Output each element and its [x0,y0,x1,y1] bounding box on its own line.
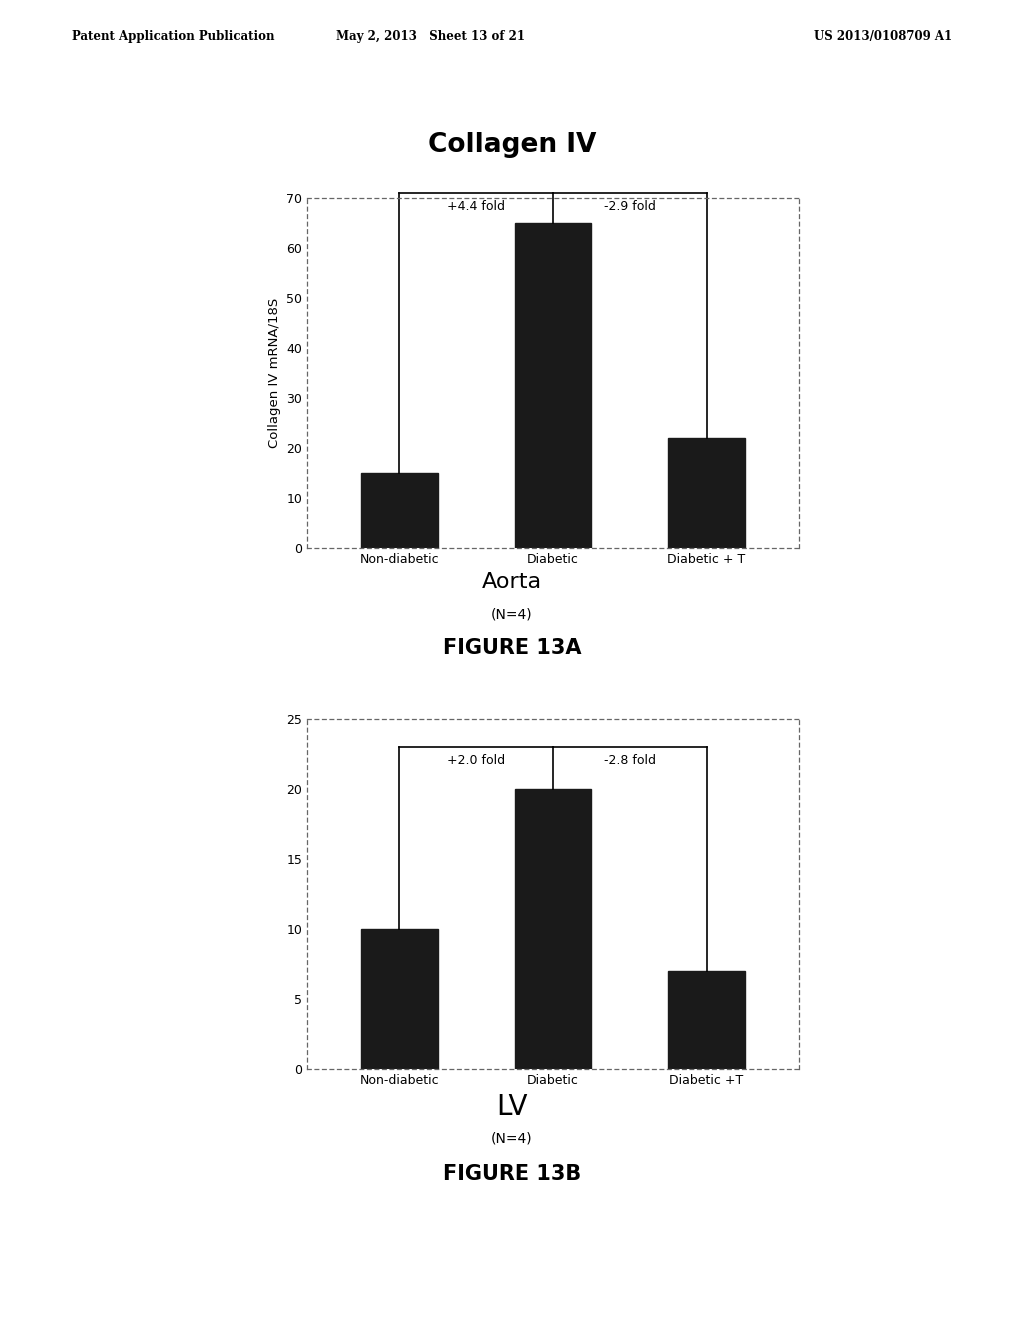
Bar [361,473,438,548]
Bar [515,789,592,1069]
Y-axis label: Collagen IV mRNA/18S: Collagen IV mRNA/18S [268,298,281,447]
Text: LV: LV [497,1093,527,1121]
Text: May 2, 2013   Sheet 13 of 21: May 2, 2013 Sheet 13 of 21 [336,30,524,44]
Text: +4.4 fold: +4.4 fold [447,201,505,213]
Text: US 2013/0108709 A1: US 2013/0108709 A1 [814,30,952,44]
Bar [669,972,745,1069]
Text: Aorta: Aorta [482,572,542,591]
Text: +2.0 fold: +2.0 fold [447,755,505,767]
Text: -2.8 fold: -2.8 fold [604,755,655,767]
Bar [515,223,592,548]
Text: Collagen IV: Collagen IV [428,132,596,158]
Text: Patent Application Publication: Patent Application Publication [72,30,274,44]
Text: (N=4): (N=4) [492,1131,532,1146]
Bar [361,929,438,1069]
Text: FIGURE 13B: FIGURE 13B [442,1164,582,1184]
Text: -2.9 fold: -2.9 fold [604,201,655,213]
Bar [669,438,745,548]
Text: (N=4): (N=4) [492,607,532,622]
Text: FIGURE 13A: FIGURE 13A [442,638,582,657]
